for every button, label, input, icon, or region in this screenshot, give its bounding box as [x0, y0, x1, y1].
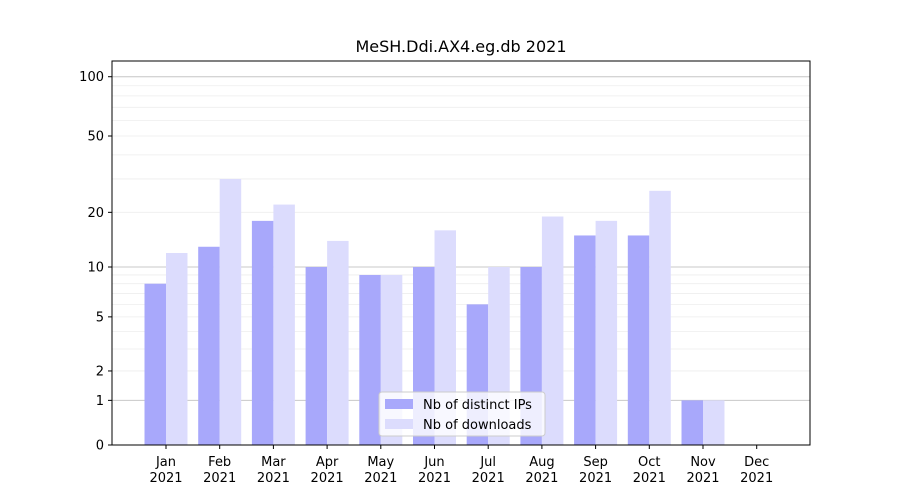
bar-distinct-ips: [627, 235, 650, 445]
legend: Nb of distinct IPs Nb of downloads: [378, 391, 546, 437]
y-tick-label: 2: [96, 364, 104, 379]
plot-frame: [111, 60, 811, 446]
y-tick-label: 0: [96, 439, 104, 454]
x-tick-label: Nov 2021: [686, 455, 719, 486]
bar-downloads: [541, 216, 564, 445]
chart-title: MeSH.Ddi.AX4.eg.db 2021: [355, 37, 566, 56]
y-tick-label: 50: [87, 130, 104, 145]
bar-distinct-ips: [359, 274, 381, 445]
y-tick-label: 10: [87, 261, 104, 276]
x-tick-label: Jan 2021: [149, 455, 182, 486]
bar-downloads: [166, 253, 188, 445]
y-tick-label: 5: [96, 310, 104, 325]
bar-downloads: [703, 400, 725, 445]
bar-distinct-ips: [681, 400, 703, 445]
bar-downloads: [219, 178, 242, 445]
legend-label: Nb of downloads: [423, 418, 532, 433]
x-tick-label: Feb 2021: [203, 455, 236, 486]
x-tick-label: Dec 2021: [740, 455, 773, 486]
y-tick-label: 100: [79, 70, 104, 85]
bar-distinct-ips: [305, 267, 328, 445]
y-tick-label: 20: [87, 206, 104, 221]
bar-distinct-ips: [574, 235, 596, 445]
x-tick-label: Sep 2021: [579, 455, 612, 486]
x-tick-label: Aug 2021: [525, 455, 558, 486]
bar-downloads: [595, 220, 618, 445]
bar-downloads: [273, 204, 295, 445]
x-tick-label: Oct 2021: [633, 455, 666, 486]
x-tick-label: Apr 2021: [311, 455, 344, 486]
x-tick-label: Jul 2021: [472, 455, 505, 486]
legend-swatch: [385, 399, 413, 409]
bar-downloads: [327, 240, 349, 445]
legend-label: Nb of distinct IPs: [423, 398, 532, 413]
axes: 0 1 2 5 10 20 50 100 Jan 2021 Feb 2021 Mar 2021 Apr 202…: [79, 60, 811, 486]
bar-distinct-ips: [251, 220, 274, 445]
bar-downloads: [434, 230, 456, 445]
x-tick-label: Mar 2021: [257, 455, 290, 486]
legend-swatch: [385, 419, 413, 429]
x-tick-label: May 2021: [364, 455, 397, 486]
bar-downloads: [649, 190, 671, 445]
legend-box: [378, 391, 546, 437]
x-tick-label: Jun 2021: [418, 455, 451, 486]
y-tick-label: 1: [96, 394, 104, 409]
bar-distinct-ips: [144, 283, 166, 445]
bar-distinct-ips: [198, 246, 220, 445]
